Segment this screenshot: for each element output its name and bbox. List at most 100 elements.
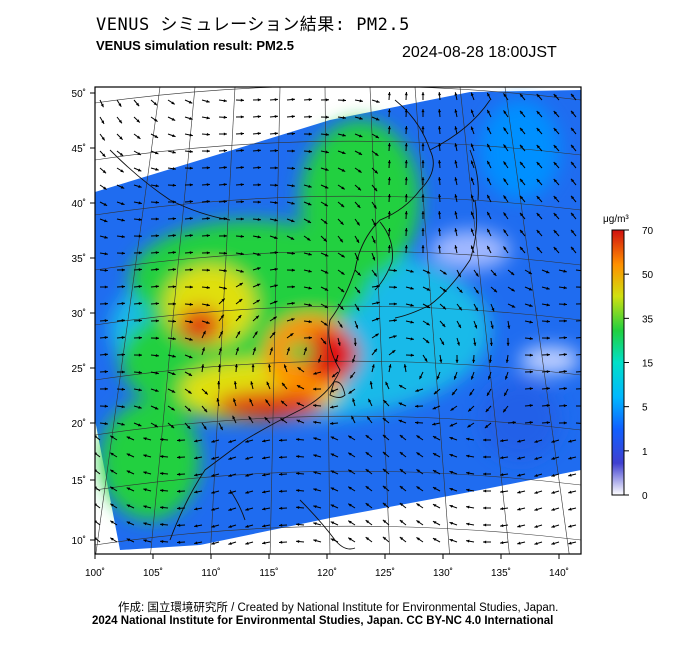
wind-arrow — [262, 524, 271, 528]
wind-arrow — [399, 451, 407, 458]
wind-arrow — [99, 422, 109, 426]
wind-arrow — [232, 415, 237, 424]
wind-arrow — [235, 217, 245, 221]
wind-arrow — [269, 347, 273, 356]
wind-arrow — [194, 541, 203, 545]
wind-arrow — [228, 473, 237, 477]
wind-arrow — [303, 320, 312, 324]
wind-arrow — [303, 235, 311, 242]
wind-arrow — [337, 269, 345, 276]
wind-arrow — [365, 502, 373, 509]
wind-arrow — [330, 388, 339, 393]
wind-arrow — [278, 523, 288, 527]
wind-arrow — [347, 503, 356, 509]
wind-arrow — [176, 455, 186, 459]
wind-arrow — [541, 387, 551, 391]
wind-arrow — [269, 115, 279, 119]
wind-arrow — [371, 167, 379, 174]
wind-arrow — [570, 110, 577, 118]
wind-arrow — [404, 125, 408, 135]
wind-arrow — [558, 336, 568, 340]
wind-arrow — [201, 405, 208, 413]
wind-arrow — [150, 200, 160, 204]
wind-arrow — [382, 451, 390, 458]
wind-arrow — [303, 269, 312, 273]
wind-arrow — [245, 439, 254, 443]
wind-arrow — [541, 286, 550, 290]
wind-arrow — [318, 354, 322, 363]
wind-arrow — [320, 98, 330, 102]
wind-arrow — [421, 210, 425, 220]
wind-vectors — [95, 91, 581, 545]
wind-arrow — [517, 456, 526, 460]
wind-arrow — [519, 229, 526, 237]
wind-arrow — [470, 245, 475, 254]
wind-arrow — [558, 269, 567, 273]
wind-arrow — [184, 388, 192, 394]
wind-arrow — [433, 388, 441, 395]
wind-arrow — [347, 435, 356, 441]
wind-arrow — [150, 234, 160, 238]
wind-arrow — [228, 456, 237, 460]
wind-arrow — [194, 524, 203, 528]
wind-arrow — [278, 438, 288, 442]
wind-arrow — [150, 167, 159, 171]
wind-arrow — [449, 487, 458, 492]
wind-arrow — [503, 229, 509, 237]
wind-arrow — [570, 178, 577, 186]
wind-arrow — [354, 218, 361, 226]
wind-arrow — [303, 115, 313, 119]
wind-arrow — [503, 212, 509, 220]
wind-arrow — [303, 201, 312, 206]
wind-arrow — [421, 244, 425, 254]
wind-arrow — [517, 541, 526, 545]
wind-arrow — [133, 302, 143, 306]
wind-arrow — [449, 436, 458, 441]
wind-arrow — [218, 286, 227, 290]
colorbar: μg/m³ 70 50 35 15 5 1 0 — [603, 214, 654, 502]
wind-arrow — [296, 402, 305, 407]
wind-arrow — [278, 489, 288, 493]
wind-arrow — [312, 387, 322, 391]
wind-arrow — [201, 166, 211, 170]
wind-arrow — [503, 195, 509, 203]
wind-arrow — [382, 434, 390, 441]
wind-arrow — [320, 286, 329, 292]
lat-tick-label: 15˚ — [72, 475, 86, 487]
wind-arrow — [143, 488, 152, 492]
wind-arrow — [278, 540, 288, 544]
wind-arrow — [405, 320, 414, 324]
wind-arrow — [432, 520, 441, 526]
wind-arrow — [133, 405, 142, 409]
wind-arrow — [150, 302, 160, 306]
wind-arrow — [150, 405, 159, 410]
wind-arrow — [454, 228, 458, 237]
wind-arrow — [337, 286, 345, 293]
wind-arrow — [245, 507, 254, 511]
wind-arrow — [416, 435, 424, 441]
wind-arrow — [249, 398, 254, 407]
wind-arrow — [116, 387, 126, 391]
wind-arrow — [116, 405, 125, 409]
wind-arrow — [472, 354, 476, 364]
wind-arrow — [454, 245, 458, 254]
wind-arrow — [281, 382, 288, 390]
wind-arrow — [439, 303, 447, 310]
wind-arrow — [116, 268, 126, 272]
wind-arrow — [536, 212, 543, 220]
wind-arrow — [245, 524, 254, 528]
wind-arrow — [551, 524, 560, 528]
wind-arrow — [286, 115, 296, 119]
wind-arrow — [470, 177, 475, 186]
wind-arrow — [568, 541, 577, 545]
wind-arrow — [388, 318, 398, 323]
wind-arrow — [500, 456, 509, 460]
wind-arrow — [303, 303, 312, 307]
wind-arrow — [466, 471, 475, 475]
wind-arrow — [228, 541, 237, 545]
wind-arrow — [99, 404, 109, 408]
wind-arrow — [354, 320, 359, 329]
wind-arrow — [404, 159, 408, 169]
wind-arrow — [347, 452, 356, 458]
wind-arrow — [150, 371, 159, 375]
